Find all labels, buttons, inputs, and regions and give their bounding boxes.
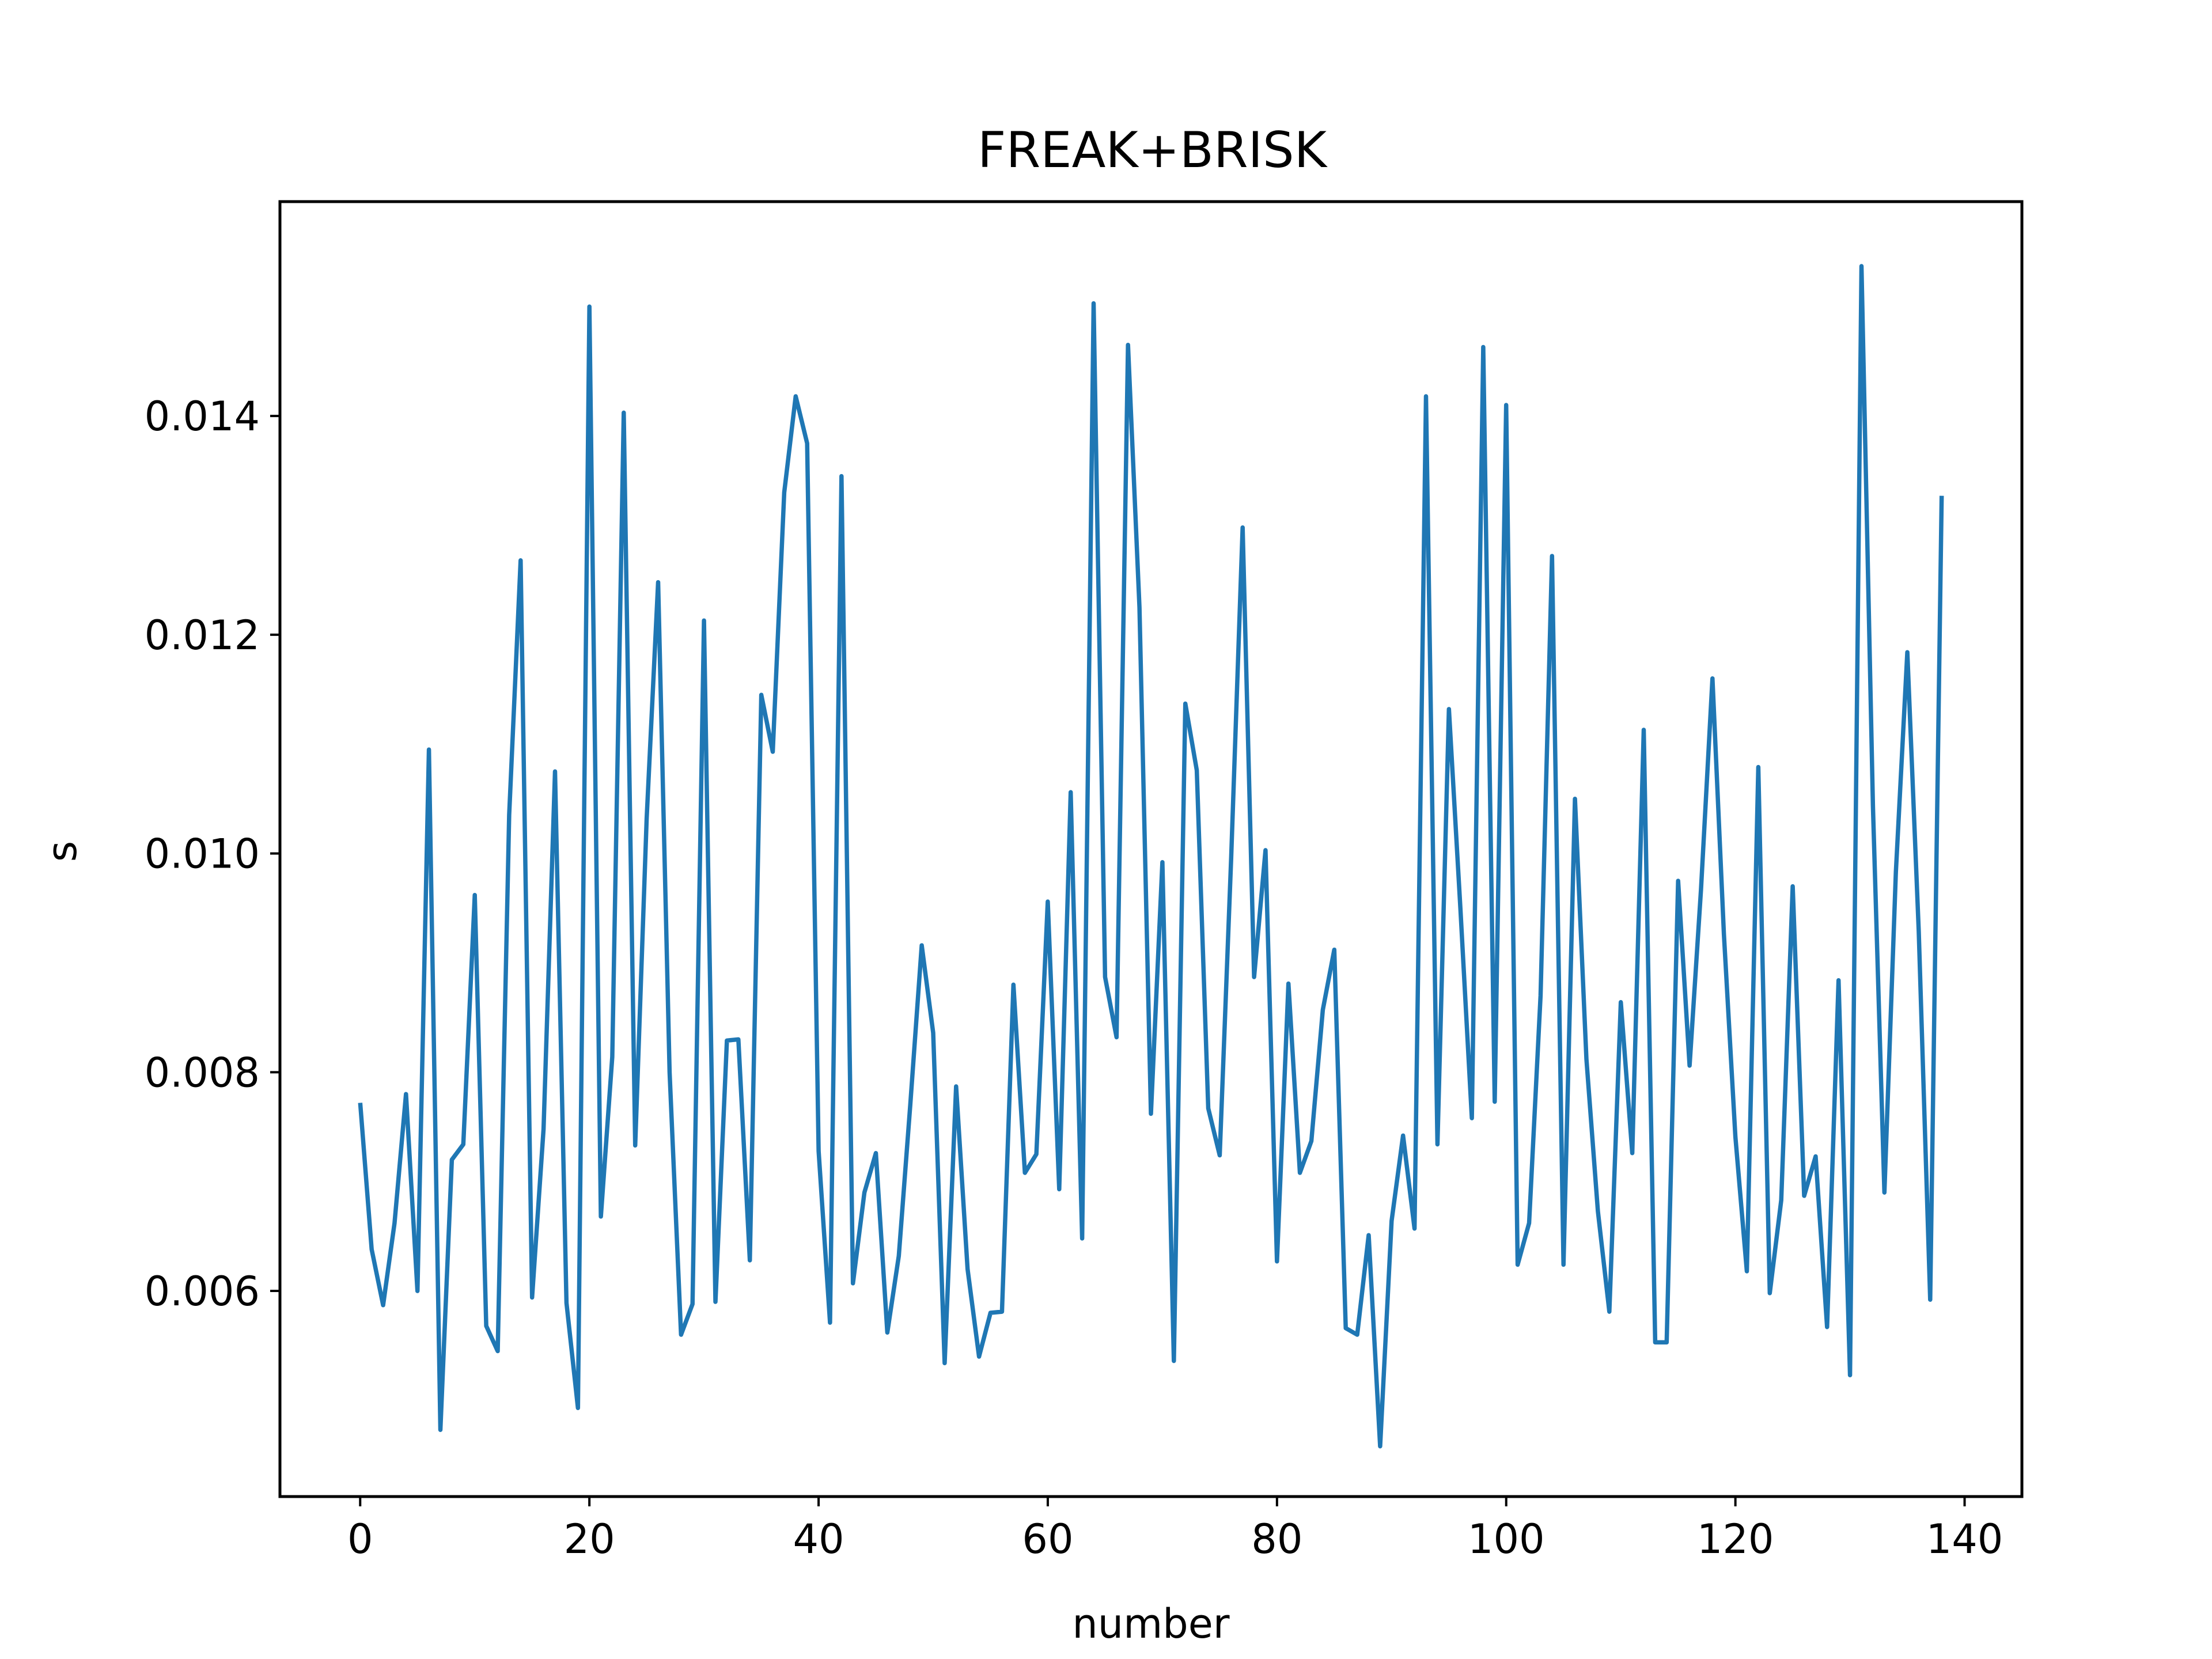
x-tick-label: 20 [564, 1516, 615, 1563]
y-tick-label: 0.008 [145, 1049, 260, 1096]
y-tick-label: 0.006 [145, 1268, 260, 1315]
y-tick-label: 0.010 [145, 831, 260, 878]
chart-title: FREAK+BRISK [978, 122, 1328, 179]
y-tick-label: 0.014 [145, 393, 260, 440]
series-line-1 [358, 264, 1944, 1449]
x-tick-label: 120 [1697, 1516, 1774, 1563]
plot-area [358, 264, 1944, 1449]
x-axis: 0 20 40 60 80 100 120 140 [347, 1497, 2003, 1563]
x-tick-label: 80 [1251, 1516, 1302, 1563]
x-tick-label: 140 [1926, 1516, 2003, 1563]
y-axis: 0.006 0.008 0.010 0.012 0.014 [145, 393, 280, 1315]
x-axis-label: number [1072, 1600, 1229, 1647]
x-tick-label: 100 [1468, 1516, 1545, 1563]
x-tick-label: 0 [347, 1516, 373, 1563]
x-tick-label: 60 [1022, 1516, 1073, 1563]
axes-frame [278, 200, 2024, 1498]
y-tick-label: 0.012 [145, 612, 260, 659]
x-tick-label: 40 [793, 1516, 844, 1563]
y-axis-label: s [39, 841, 86, 862]
